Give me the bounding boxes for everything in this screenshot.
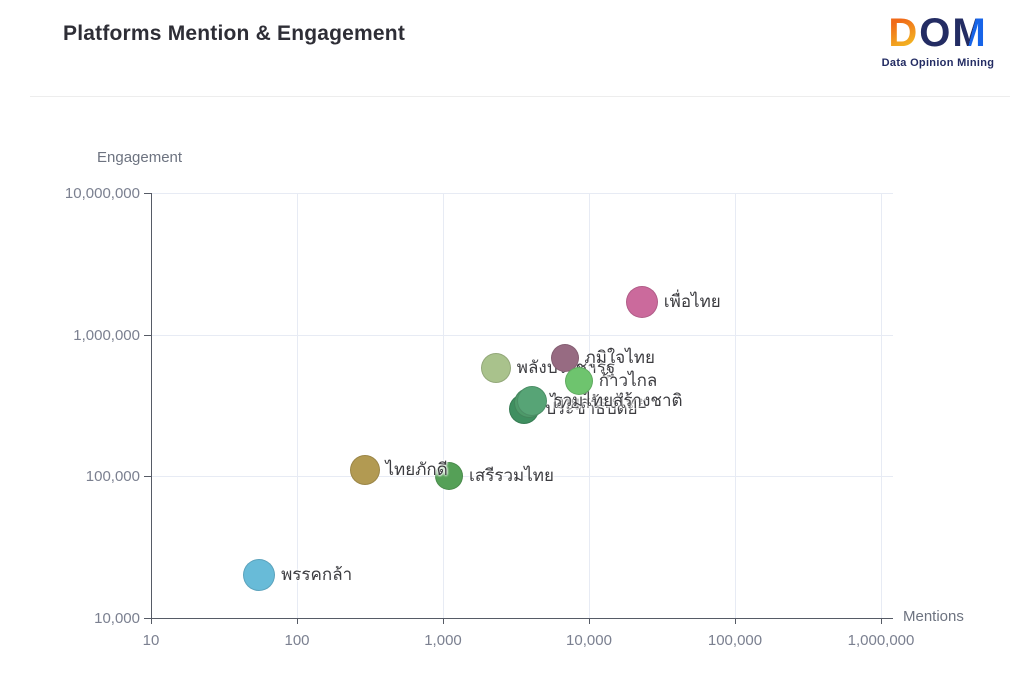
gridline-horizontal — [151, 334, 893, 336]
chart-bubble-label: รวมไทยสร้างชาติ — [553, 391, 683, 411]
logo-letter-m: M — [952, 11, 988, 55]
logo-letter-o: O — [919, 11, 953, 55]
gridline-horizontal — [151, 193, 893, 194]
page-title: Platforms Mention & Engagement — [63, 22, 406, 45]
gridline-vertical — [881, 193, 882, 618]
logo-subtitle: Data Opinion Mining — [881, 57, 995, 69]
chart-bubble[interactable] — [625, 286, 658, 319]
y-axis-tick — [144, 193, 151, 194]
y-axis-tick — [144, 618, 151, 619]
x-tick-label: 1,000,000 — [847, 632, 915, 649]
y-tick-label: 100,000 — [85, 468, 140, 486]
chart-bubble-label: เพื่อไทย — [663, 292, 721, 312]
y-tick-label: 10,000,000 — [64, 185, 140, 202]
y-axis-title: Engagement — [97, 149, 183, 166]
chart-bubble-label: ไทยภักดี — [385, 460, 448, 480]
chart-bubble-label: ภูมิใจไทย — [584, 348, 655, 368]
x-axis-tick — [881, 618, 882, 624]
x-axis-line — [151, 618, 893, 619]
x-axis-tick — [297, 618, 298, 624]
x-axis-tick — [151, 618, 152, 624]
x-tick-label: 10 — [142, 632, 160, 649]
gridline-horizontal — [151, 476, 893, 478]
chart-bubble[interactable] — [349, 455, 380, 486]
chart-bubble[interactable] — [243, 559, 276, 592]
y-axis-tick — [144, 334, 151, 336]
x-axis-title: Mentions — [903, 608, 964, 625]
y-tick-label: 1,000,000 — [73, 326, 140, 344]
gridline-vertical — [589, 193, 590, 618]
x-axis-tick — [589, 618, 590, 624]
chart-bubble[interactable] — [480, 353, 511, 384]
logo-letter-d: D — [888, 11, 920, 55]
chart-bubble[interactable] — [435, 462, 464, 491]
dom-logo: DOM Data Opinion Mining — [872, 10, 1004, 69]
y-axis-tick — [144, 476, 151, 478]
x-tick-label: 100,000 — [707, 632, 763, 649]
chart-bubble-label: เสรีรวมไทย — [469, 466, 554, 486]
chart-bubble-label: พรรคกล้า — [281, 565, 353, 585]
x-axis-tick — [443, 618, 444, 624]
x-tick-label: 10,000 — [566, 632, 612, 649]
chart-bubble-label: ไทยสร้างไทย — [550, 392, 648, 412]
x-tick-label: 1,000 — [424, 632, 462, 649]
header-divider — [30, 96, 1010, 97]
x-axis-tick — [735, 618, 736, 624]
chart-bubble-label: ประชาธิปัตย์ — [545, 398, 638, 418]
chart-bubble[interactable] — [564, 367, 593, 396]
gridline-vertical — [443, 193, 444, 618]
chart-bubble-label: ก้าวไกล — [598, 371, 658, 391]
x-tick-label: 100 — [284, 632, 310, 649]
chart-bubble[interactable] — [517, 386, 548, 417]
dom-logo-wordmark: DOM — [872, 10, 1004, 56]
y-tick-label: 10,000 — [94, 610, 140, 627]
y-axis-line — [151, 193, 152, 618]
gridline-vertical — [735, 193, 736, 618]
gridline-vertical — [297, 193, 298, 618]
